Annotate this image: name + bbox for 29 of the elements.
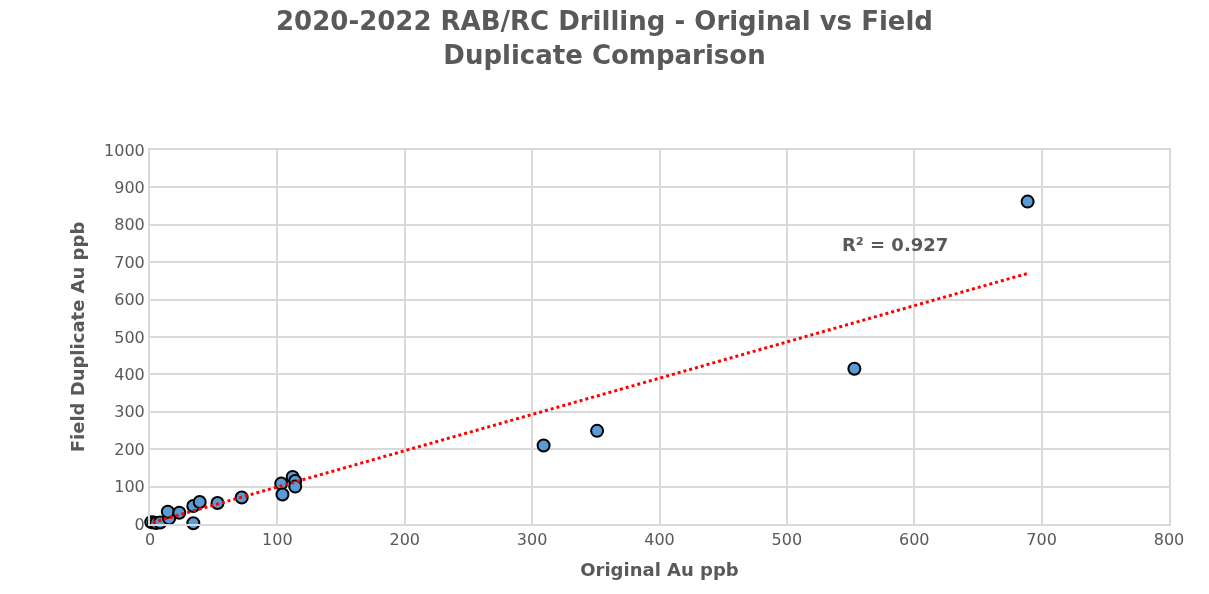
point bbox=[192, 494, 207, 509]
y-tick-label: 300 bbox=[114, 402, 145, 422]
y-tick-label: 1000 bbox=[104, 140, 145, 160]
y-tick-label: 600 bbox=[114, 290, 145, 310]
point bbox=[1020, 194, 1035, 209]
y-tick-label: 700 bbox=[114, 252, 145, 272]
point bbox=[536, 438, 551, 453]
annotation: R² = 0.927 bbox=[842, 234, 949, 255]
x-tick-label: 800 bbox=[1153, 530, 1185, 550]
point bbox=[275, 487, 290, 502]
y-tick-label: 100 bbox=[114, 477, 145, 497]
x-tick-label: 700 bbox=[1026, 530, 1057, 550]
y-tick-label: 500 bbox=[114, 327, 145, 347]
y-axis-title: Field Duplicate Au ppb bbox=[66, 221, 88, 453]
x-axis-title: Original Au ppb bbox=[580, 558, 739, 580]
y-tick-label: 900 bbox=[114, 178, 145, 197]
y-tick-label: 200 bbox=[114, 439, 145, 459]
y-tick-label: 0 bbox=[134, 514, 145, 534]
x-tick-label: 500 bbox=[771, 530, 803, 550]
x-tick-label: 200 bbox=[389, 530, 421, 550]
chart-title: 2020-2022 RAB/RC Drilling - Original vs Field Duplicate Comparison bbox=[276, 5, 933, 70]
x-tick-label: 400 bbox=[644, 530, 675, 550]
point bbox=[590, 423, 605, 438]
x-tick-label: 100 bbox=[262, 530, 293, 550]
x-tick-label: 600 bbox=[898, 530, 930, 550]
y-tick-label: 800 bbox=[114, 215, 145, 235]
x-tick-label: 300 bbox=[516, 530, 548, 550]
y-tick-label: 400 bbox=[114, 365, 145, 384]
point bbox=[847, 361, 862, 376]
